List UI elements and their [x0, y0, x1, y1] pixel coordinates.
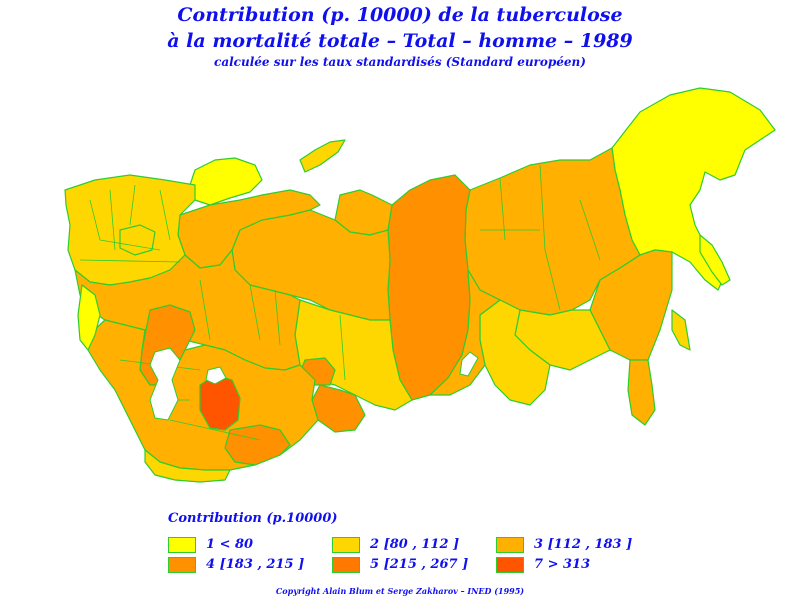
legend-swatch-3 [496, 537, 524, 553]
legend-swatch-6 [496, 557, 524, 573]
legend-label-5: 5 [215 , 267 ] [370, 557, 469, 572]
choropleth-map [64, 87, 776, 483]
caspian-sea [149, 347, 181, 421]
lake-baikal [459, 351, 479, 377]
region-moscow [119, 224, 156, 256]
region-kazakhstan-red [199, 374, 241, 431]
region-novaya-zemlya [299, 139, 346, 173]
copyright-notice: Copyright Alain Blum et Serge Zakharov –… [275, 586, 525, 596]
map-subtitle: calculée sur les taux standardisés (Stan… [214, 55, 586, 69]
legend-label-2: 2 [80 , 112 ] [370, 537, 460, 552]
region-caucasus [144, 449, 231, 483]
legend-swatch-4 [168, 557, 196, 573]
region-kamchatka [699, 234, 731, 286]
legend-swatch-2 [332, 537, 360, 553]
region-central-asia [224, 424, 291, 466]
legend-swatch-1 [168, 537, 196, 553]
map-title-line2: à la mortalité totale – Total – homme – … [167, 30, 633, 52]
legend-label-3: 3 [112 , 183 ] [534, 537, 633, 552]
region-irkutsk [429, 269, 501, 396]
legend-swatch-5 [332, 557, 360, 573]
aral-sea [205, 366, 227, 385]
region-sakhalin [671, 309, 691, 351]
region-primorye [627, 359, 656, 426]
legend-label-1: 1 < 80 [206, 537, 254, 552]
map-title: Contribution (p. 10000) de la tuberculos… [177, 4, 623, 26]
legend-label-6: 7 > 313 [534, 557, 591, 572]
legend-label-4: 4 [183 , 215 ] [206, 557, 305, 572]
legend-title: Contribution (p.10000) [168, 511, 338, 526]
region-baltic [77, 284, 101, 351]
